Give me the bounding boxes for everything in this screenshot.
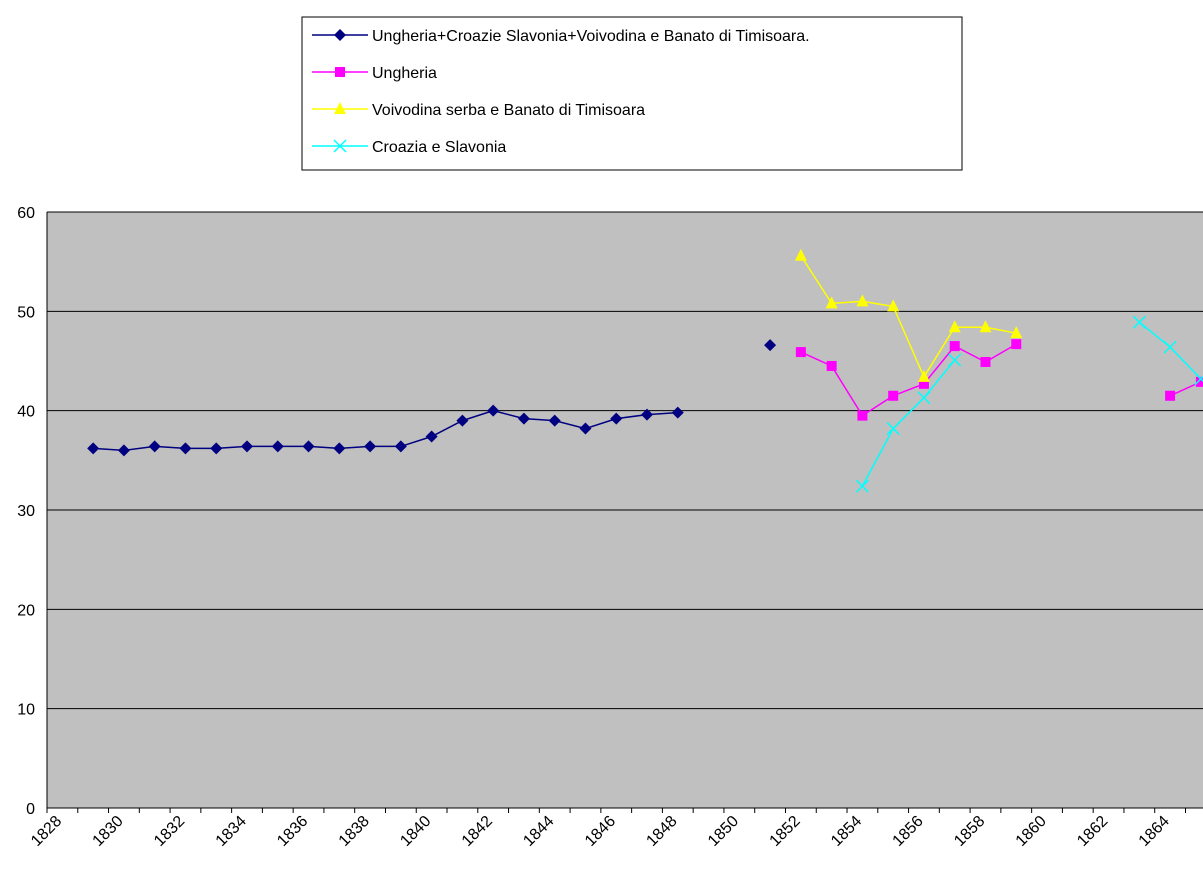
x-tick-label: 1832 <box>151 813 188 850</box>
series-layer <box>87 248 1203 493</box>
marker <box>579 422 592 435</box>
x-tick-label: 1830 <box>90 813 127 850</box>
marker <box>825 296 838 309</box>
x-tick-label: 1848 <box>643 813 680 850</box>
x-tick-label: 1838 <box>336 813 373 850</box>
legend-label: Ungheria <box>372 65 437 82</box>
marker <box>117 444 130 457</box>
y-tick-label: 40 <box>17 404 35 421</box>
marker <box>1010 326 1023 339</box>
marker <box>949 341 960 352</box>
marker <box>888 390 899 401</box>
marker <box>179 442 192 455</box>
marker <box>917 391 931 405</box>
marker <box>795 347 806 358</box>
marker <box>887 299 900 312</box>
marker <box>241 440 254 453</box>
y-tick-label: 50 <box>17 304 35 321</box>
x-tick-label: 1846 <box>582 813 619 850</box>
marker <box>302 440 315 453</box>
marker <box>333 442 346 455</box>
legend-label: Voivodina serba e Banato di Timisoara <box>372 102 645 119</box>
x-tick-label: 1834 <box>213 813 250 850</box>
x-tick-label: 1828 <box>28 813 65 850</box>
marker <box>948 320 961 333</box>
x-tick-label: 1842 <box>459 813 496 850</box>
marker <box>487 404 500 417</box>
marker <box>334 29 346 41</box>
marker <box>764 339 777 352</box>
marker <box>394 440 407 453</box>
marker <box>333 139 347 153</box>
marker <box>210 442 223 455</box>
x-tick-label: 1860 <box>1013 813 1050 850</box>
x-tick-label: 1850 <box>705 813 742 850</box>
legend-box <box>301 16 963 171</box>
marker <box>425 430 438 443</box>
x-tick-label: 1852 <box>767 813 804 850</box>
marker <box>334 102 346 114</box>
marker <box>948 353 962 367</box>
marker <box>1195 376 1203 387</box>
legend-label: Croazia e Slavonia <box>372 139 506 156</box>
marker <box>456 414 469 427</box>
x-tick-label: 1856 <box>890 813 927 850</box>
marker <box>826 360 837 371</box>
y-tick-label: 20 <box>17 602 35 619</box>
marker <box>979 320 992 333</box>
x-tick-label: 1840 <box>397 813 434 850</box>
y-tick-label: 10 <box>17 702 35 719</box>
marker <box>364 440 377 453</box>
marker <box>856 294 869 307</box>
x-tick-label: 1864 <box>1136 813 1173 850</box>
legend-label: Ungheria+Croazie Slavonia+Voivodina e Ba… <box>372 28 810 45</box>
marker <box>1011 339 1022 350</box>
y-tick-label: 60 <box>17 205 35 222</box>
marker <box>271 440 284 453</box>
marker <box>918 378 929 389</box>
marker <box>610 412 623 425</box>
x-tick-label: 1858 <box>951 813 988 850</box>
marker <box>517 412 530 425</box>
x-tick-label: 1862 <box>1074 813 1111 850</box>
marker <box>794 248 807 261</box>
marker <box>1165 390 1176 401</box>
marker <box>1132 315 1146 329</box>
marker <box>87 442 100 455</box>
x-tick-label: 1844 <box>520 813 557 850</box>
marker <box>917 369 930 382</box>
marker <box>148 440 161 453</box>
y-tick-label: 30 <box>17 503 35 520</box>
marker <box>1163 340 1177 354</box>
marker <box>335 67 345 77</box>
marker <box>548 414 561 427</box>
x-tick-label: 1836 <box>274 813 311 850</box>
marker <box>641 408 654 421</box>
series-line <box>800 255 1017 379</box>
marker <box>886 422 900 436</box>
marker <box>1194 372 1203 386</box>
marker <box>980 356 991 367</box>
x-tick-label: 1854 <box>828 813 865 850</box>
y-tick-label: 0 <box>26 801 35 818</box>
marker <box>671 406 684 419</box>
marker <box>855 479 869 493</box>
marker <box>857 410 868 421</box>
